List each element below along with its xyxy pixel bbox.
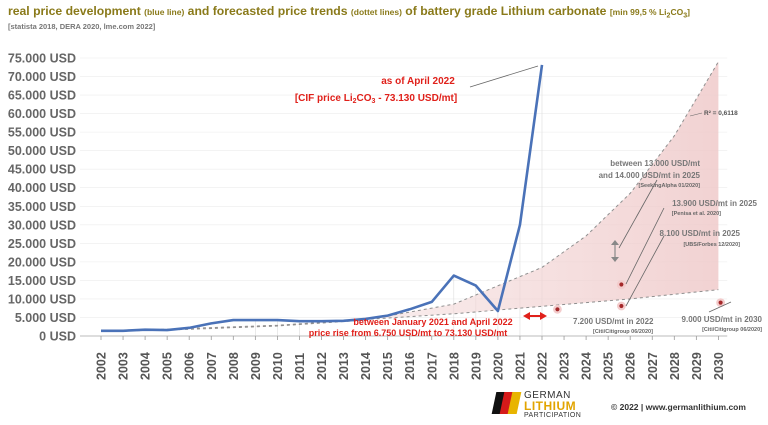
april-price-label: [CIF price Li2CO3 - 73.130 USD/mt] [295,93,457,105]
x-tick-label: 2026 [624,352,638,380]
logo-line3: PARTICIPATION [524,412,582,419]
f2-pointer-line [625,207,665,285]
forecast-dot [619,303,624,309]
r2-pointer-line [689,112,703,117]
forecast-1-source: [SeekingAlpha 01/2020] [639,183,701,189]
x-tick-label: 2004 [139,352,153,380]
rise-arrow-left-icon [523,312,530,320]
forecast-1-line2: and 14.000 USD/mt in 2025 [599,171,701,180]
range-arrow-up-icon [611,240,619,245]
x-tick-label: 2027 [646,352,660,380]
x-tick-label: 2018 [447,352,461,380]
x-tick-label: 2023 [558,352,572,380]
y-tick-label: 5.000 USD [15,311,76,325]
y-tick-label: 15.000 USD [8,274,76,288]
forecast-3-line1: 8.100 USD/mt in 2025 [660,229,741,238]
logo-line1: GERMAN [524,390,571,401]
forecast-5-line1: 9.000 USD/mt in 2030 [682,315,763,324]
x-tick-label: 2024 [580,352,594,380]
y-tick-label: 45.000 USD [8,163,76,177]
y-tick-label: 75.000 USD [8,52,76,66]
x-tick-label: 2020 [491,352,505,380]
company-logo: GERMAN LITHIUM PARTICIPATION [491,390,606,422]
rise-arrow-right-icon [540,312,547,320]
x-tick-label: 2028 [668,352,682,380]
upper-trend-line [100,61,719,333]
y-tick-label: 0 USD [39,330,76,344]
x-tick-label: 2016 [403,352,417,380]
y-tick-label: 60.000 USD [8,107,76,121]
forecast-2-source: [Penisa et al. 2020] [672,211,721,217]
x-tick-label: 2014 [359,352,373,380]
forecast-dot [555,307,560,312]
forecast-5-source: [Citi/Citigroup 06/2020] [702,327,762,333]
rise-label-line1: between January 2021 and April 2022 [353,317,512,327]
x-tick-label: 2022 [536,352,550,380]
forecast-1-line1: between 13.000 USD/mt [610,159,700,168]
y-tick-label: 50.000 USD [8,144,76,158]
f5-pointer-line [708,301,732,313]
x-tick-label: 2008 [227,352,241,380]
y-tick-label: 65.000 USD [8,89,76,103]
x-tick-label: 2030 [712,352,726,380]
forecast-3-source: [UBS/Forbes 12/2020] [683,242,740,248]
y-tick-label: 35.000 USD [8,200,76,214]
x-tick-label: 2010 [271,352,285,380]
x-tick-label: 2021 [513,352,527,380]
logo-line2: LITHIUM [524,399,577,413]
r-squared-label: R² = 0,6118 [704,110,738,117]
y-tick-label: 30.000 USD [8,218,76,232]
y-tick-label: 10.000 USD [8,292,76,306]
f1-pointer-line [618,179,658,249]
x-tick-label: 2006 [183,352,197,380]
y-tick-label: 20.000 USD [8,255,76,269]
x-tick-label: 2019 [469,352,483,380]
chart-title: real price development (blue line) and f… [8,4,690,20]
forecast-4-line1: 7.200 USD/mt in 2022 [573,317,654,326]
chart-subtitle: [statista 2018, DERA 2020, lme.com 2022] [8,22,156,31]
y-tick-label: 25.000 USD [8,237,76,251]
x-tick-label: 2025 [602,352,616,380]
y-tick-label: 40.000 USD [8,181,76,195]
y-tick-label: 70.000 USD [8,70,76,84]
x-tick-label: 2003 [117,352,131,380]
x-tick-label: 2013 [337,352,351,380]
x-tick-label: 2005 [161,352,175,380]
x-tick-label: 2009 [249,352,263,380]
forecast-dot [619,282,624,287]
forecast-4-source: [Citi/Citigroup 06/2020] [593,329,653,335]
x-tick-label: 2015 [381,352,395,380]
x-tick-label: 2029 [690,352,704,380]
f3-pointer-line [625,235,665,307]
x-tick-label: 2007 [205,352,219,380]
flag-icon [491,392,522,414]
x-tick-label: 2011 [293,353,307,380]
april-label: as of April 2022 [381,76,455,87]
range-arrow-down-icon [611,257,619,262]
y-tick-label: 55.000 USD [8,126,76,140]
footer-copyright: © 2022 | www.germanlithium.com [611,402,746,412]
forecast-area [101,61,719,332]
x-tick-label: 2017 [425,352,439,380]
april-pointer-line [469,65,539,88]
forecast-dot [718,300,723,305]
forecast-2-line1: 13.900 USD/mt in 2025 [672,199,757,208]
x-tick-label: 2002 [95,352,109,380]
x-tick-label: 2012 [315,352,329,380]
rise-label-line2: price rise from 6.750 USD/mt to 73.130 U… [309,328,508,338]
